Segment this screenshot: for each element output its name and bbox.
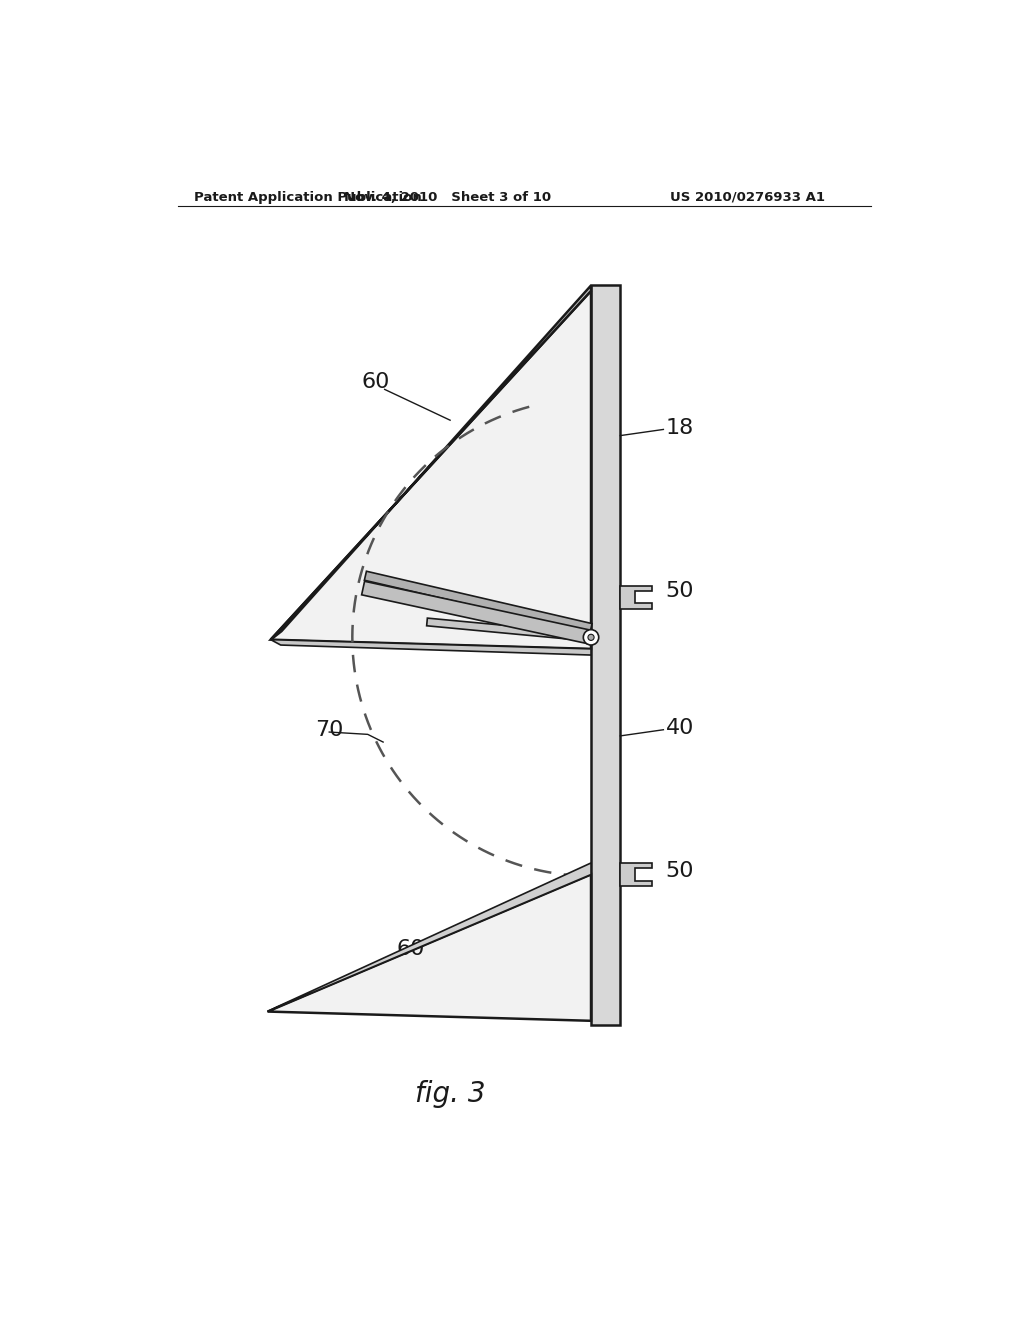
Polygon shape [620,863,652,886]
Polygon shape [620,586,652,609]
Text: 60: 60 [361,372,390,392]
Text: 40: 40 [666,718,694,738]
Polygon shape [427,618,592,642]
Polygon shape [270,285,591,640]
Polygon shape [270,290,591,649]
Text: US 2010/0276933 A1: US 2010/0276933 A1 [670,191,824,203]
Polygon shape [267,863,591,1011]
Polygon shape [365,572,592,632]
Polygon shape [267,875,591,1020]
Circle shape [584,630,599,645]
Text: Nov. 4, 2010   Sheet 3 of 10: Nov. 4, 2010 Sheet 3 of 10 [344,191,551,203]
Polygon shape [591,285,620,1024]
Text: 70: 70 [315,719,344,739]
Text: 50: 50 [666,581,694,601]
Text: 60: 60 [396,940,425,960]
Circle shape [588,635,594,640]
Text: Patent Application Publication: Patent Application Publication [194,191,422,203]
Polygon shape [361,581,593,644]
Text: 18: 18 [666,418,694,438]
Text: 50: 50 [666,861,694,880]
Polygon shape [270,640,591,655]
Text: fig. 3: fig. 3 [415,1080,485,1107]
